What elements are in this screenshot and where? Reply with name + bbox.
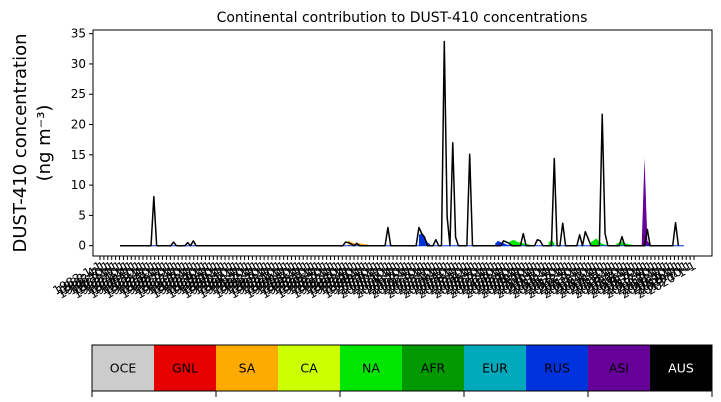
chart-title: Continental contribution to DUST-410 con… [217, 10, 588, 26]
legend-swatch-gnl [154, 345, 216, 391]
legend-swatch-oce [92, 345, 154, 391]
legend-label-asi: ASI [609, 361, 629, 376]
y-tick-label: 35 [71, 27, 86, 41]
y-tick-label: 5 [78, 208, 86, 222]
legend-swatch-sa [216, 345, 278, 391]
legend-swatch-na [340, 345, 402, 391]
legend-label-aus: AUS [668, 361, 694, 376]
legend-label-afr: AFR [421, 361, 446, 376]
legend-label-sa: SA [239, 361, 256, 376]
legend-label-na: NA [362, 361, 380, 376]
y-tick-label: 25 [71, 87, 86, 101]
y-tick-label: 20 [71, 118, 86, 132]
legend-frame [91, 344, 713, 392]
y-axis: 0 5 10 15 20 25 30 35 [71, 27, 93, 253]
legend-label-ca: CA [300, 361, 318, 376]
y-tick-label: 15 [71, 148, 86, 162]
y-tick-label: 10 [71, 178, 86, 192]
legend-label-oce: OCE [110, 361, 137, 376]
area-component-0 [348, 240, 369, 246]
legend-label-rus: RUS [544, 361, 570, 376]
legend-swatch-aus [650, 345, 712, 391]
y-tick-label: 0 [78, 239, 86, 253]
y-axis-unit: (ng m⁻³) [34, 105, 55, 182]
y-axis-label-group: DUST-410 concentration (ng m⁻³) [10, 33, 55, 252]
area-component-6 [641, 157, 651, 246]
legend-label-gnl: GNL [172, 361, 198, 376]
total-series-line [120, 40, 680, 247]
legend-swatch-eur [464, 345, 526, 391]
y-tick-label: 30 [71, 57, 86, 71]
legend-label-eur: EUR [482, 361, 508, 376]
legend-swatch-afr [402, 345, 464, 391]
legend-swatch-ca [278, 345, 340, 391]
plot-area [120, 40, 684, 247]
area-component-1 [418, 233, 431, 246]
legend-swatch-rus [526, 345, 588, 391]
legend-colorbar: OCE GNL SA CA NA AFR EUR RUS ASI AUS [91, 344, 713, 397]
x-axis: 1982-1-11982-4-11982-7-11982-10-11983-1-… [50, 256, 699, 302]
y-axis-label: DUST-410 concentration [10, 33, 31, 252]
legend-swatch-asi [588, 345, 650, 391]
plot-frame [92, 29, 713, 257]
